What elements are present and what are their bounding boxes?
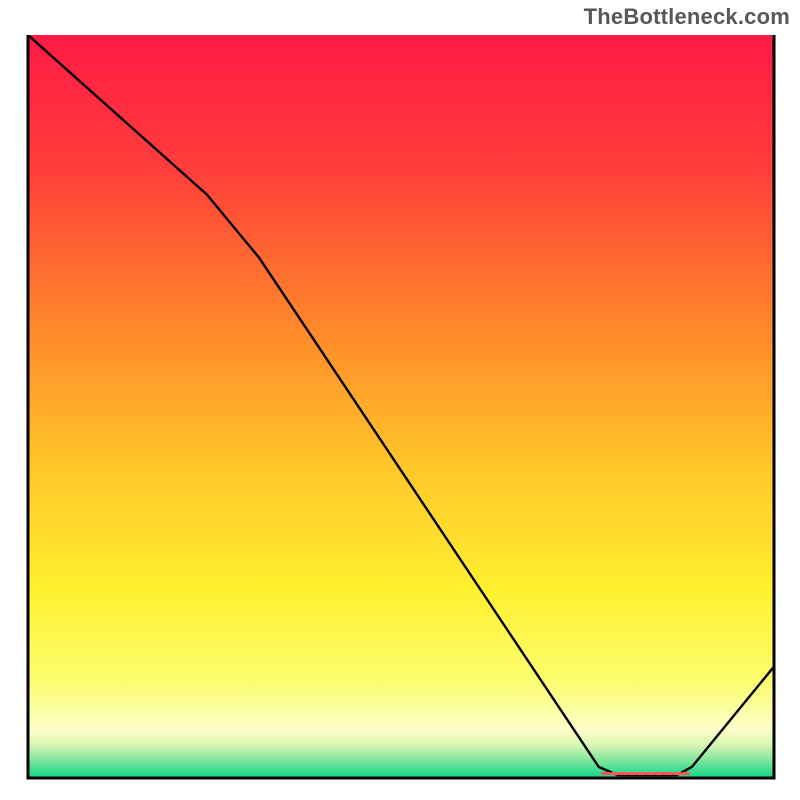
chart-container: TheBottleneck.com — [0, 0, 800, 800]
plot-background — [28, 35, 774, 778]
bottleneck-chart — [0, 0, 800, 800]
